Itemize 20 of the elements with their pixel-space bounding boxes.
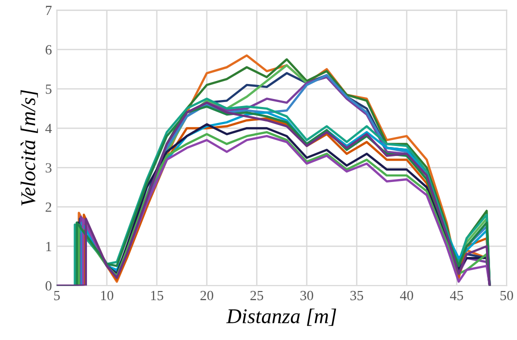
x-tick-label: 10: [101, 290, 114, 300]
y-tick-label: 4: [45, 124, 52, 134]
y-tick-label: 7: [46, 6, 52, 16]
x-tick-label: 35: [350, 290, 364, 300]
y-tick-label: 3: [46, 163, 52, 173]
x-tick-label: 45: [450, 290, 464, 300]
y-tick-label: 0: [46, 281, 52, 291]
x-tick-label: 5: [54, 291, 60, 300]
x-tick-label: 15: [151, 290, 164, 300]
x-tick-label: 25: [250, 290, 264, 300]
y-axis-title: Velocità [m/s]: [20, 90, 38, 206]
x-tick-label: 30: [300, 290, 314, 300]
y-tick-label: 2: [46, 202, 52, 212]
y-tick-label: 6: [46, 45, 52, 54]
x-axis-title: Distanza [m]: [226, 308, 336, 326]
y-tick-label: 1: [46, 242, 52, 252]
x-tick-label: 40: [400, 290, 414, 300]
x-tick-label: 20: [200, 290, 214, 300]
y-tick-label: 5: [46, 84, 52, 94]
x-tick-label: 50: [500, 290, 514, 300]
